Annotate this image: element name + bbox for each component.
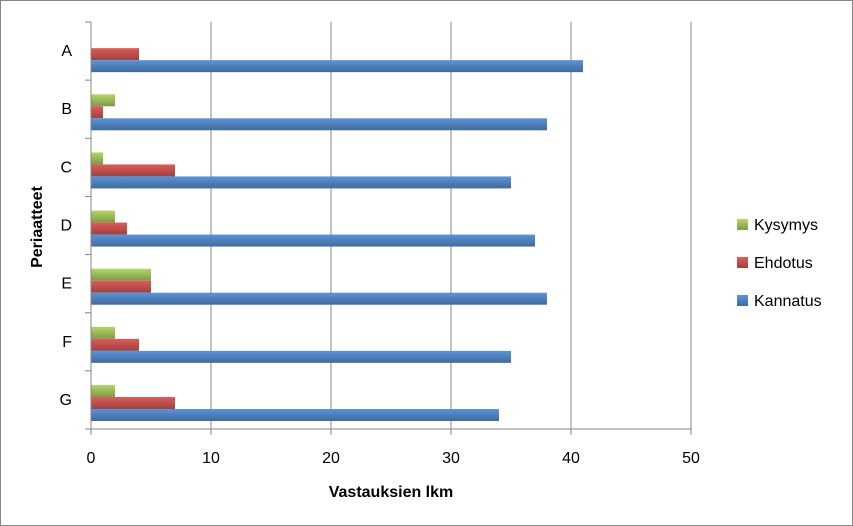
x-tick-label: 40 bbox=[562, 450, 580, 467]
x-tick-label: 0 bbox=[87, 450, 96, 467]
bar-ehdotus-a bbox=[91, 48, 139, 61]
legend-label-kysymys: Kysymys bbox=[754, 217, 818, 234]
bar-kannatus-d bbox=[91, 234, 535, 247]
legend-label-kannatus: Kannatus bbox=[754, 293, 822, 310]
y-axis-title: Periaatteet bbox=[29, 185, 46, 267]
bar-kysymys-d bbox=[91, 210, 115, 223]
x-tick-label: 10 bbox=[202, 450, 220, 467]
bar-kannatus-a bbox=[91, 60, 583, 73]
bar-kannatus-e bbox=[91, 292, 547, 305]
y-tick-label-c: C bbox=[60, 159, 72, 176]
y-tick-label-d: D bbox=[60, 218, 72, 235]
x-tick-label: 50 bbox=[682, 450, 700, 467]
y-tick-label-g: G bbox=[60, 392, 72, 409]
bar-kannatus-c bbox=[91, 176, 511, 189]
bar-kysymys-g bbox=[91, 385, 115, 397]
bar-ehdotus-b bbox=[91, 106, 103, 119]
bar-kysymys-c bbox=[91, 152, 103, 165]
legend-swatch-kannatus bbox=[737, 295, 748, 306]
bar-ehdotus-g bbox=[91, 397, 175, 409]
y-tick-label-b: B bbox=[61, 101, 72, 118]
y-tick-label-f: F bbox=[62, 334, 72, 351]
legend: Kysymys Ehdotus Kannatus bbox=[737, 217, 822, 310]
bar-ehdotus-e bbox=[91, 280, 151, 293]
bar-kysymys-f bbox=[91, 326, 115, 339]
x-tick-label: 20 bbox=[322, 450, 340, 467]
legend-swatch-ehdotus bbox=[737, 257, 748, 268]
y-tick-labels: A B C D E F G bbox=[60, 43, 73, 409]
gridlines bbox=[210, 22, 692, 429]
y-tick-label-a: A bbox=[61, 43, 72, 60]
y-tick-label-e: E bbox=[61, 276, 72, 293]
bar-kannatus-g bbox=[91, 409, 499, 421]
bar-kysymys-b bbox=[91, 94, 115, 107]
x-tick-label: 30 bbox=[442, 450, 460, 467]
bars bbox=[91, 48, 583, 421]
x-axis-title: Vastauksien lkm bbox=[329, 484, 454, 501]
bar-kannatus-b bbox=[91, 118, 547, 131]
bar-kannatus-f bbox=[91, 350, 511, 363]
bar-ehdotus-f bbox=[91, 338, 139, 351]
bar-kysymys-e bbox=[91, 268, 151, 281]
x-tick-labels: 0 10 20 30 40 50 bbox=[87, 450, 700, 467]
legend-swatch-kysymys bbox=[737, 219, 748, 230]
axes bbox=[85, 21, 692, 435]
bar-ehdotus-d bbox=[91, 222, 127, 235]
legend-label-ehdotus: Ehdotus bbox=[754, 255, 813, 272]
bar-ehdotus-c bbox=[91, 164, 175, 177]
